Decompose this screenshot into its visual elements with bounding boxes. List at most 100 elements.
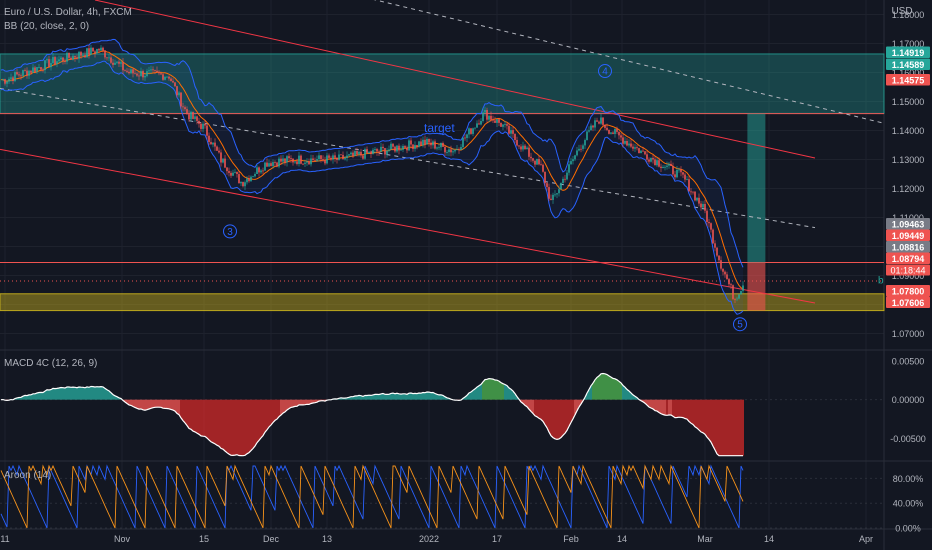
candle-body[interactable] [208, 135, 210, 142]
candle-body[interactable] [692, 191, 694, 193]
candle-body[interactable] [396, 145, 398, 152]
candle-body[interactable] [470, 128, 472, 134]
candle-body[interactable] [440, 142, 442, 148]
candle-body[interactable] [294, 161, 296, 163]
candle-body[interactable] [632, 146, 634, 149]
candle-body[interactable] [492, 119, 494, 121]
candle-body[interactable] [672, 165, 674, 175]
candle-body[interactable] [398, 145, 400, 151]
candle-body[interactable] [158, 72, 160, 74]
candle-body[interactable] [200, 123, 202, 129]
candle-body[interactable] [32, 67, 34, 73]
candle-body[interactable] [310, 158, 312, 165]
candle-body[interactable] [466, 134, 468, 138]
candle-body[interactable] [562, 178, 564, 183]
candle-body[interactable] [38, 67, 40, 68]
candle-body[interactable] [718, 255, 720, 261]
candle-body[interactable] [708, 221, 710, 224]
candle-body[interactable] [266, 162, 268, 167]
candle-body[interactable] [336, 157, 338, 160]
candle-body[interactable] [740, 290, 742, 295]
candle-body[interactable] [90, 47, 92, 55]
candle-body[interactable] [544, 171, 546, 184]
candle-body[interactable] [380, 146, 382, 152]
candle-body[interactable] [582, 145, 584, 149]
candle-body[interactable] [454, 150, 456, 152]
candle-body[interactable] [144, 76, 146, 78]
candle-body[interactable] [572, 159, 574, 162]
candle-body[interactable] [254, 174, 256, 177]
candle-body[interactable] [682, 172, 684, 175]
candle-body[interactable] [406, 147, 408, 151]
candle-body[interactable] [102, 47, 104, 51]
candle-body[interactable] [446, 152, 448, 153]
candle-body[interactable] [622, 137, 624, 144]
candle-body[interactable] [46, 59, 48, 61]
candle-body[interactable] [286, 156, 288, 163]
candle-body[interactable] [444, 146, 446, 153]
candle-body[interactable] [196, 116, 198, 121]
candle-body[interactable] [588, 130, 590, 132]
candle-body[interactable] [714, 243, 716, 248]
candle-body[interactable] [162, 74, 164, 80]
candle-body[interactable] [416, 144, 418, 147]
candle-body[interactable] [302, 163, 304, 165]
candle-body[interactable] [340, 154, 342, 156]
candle-body[interactable] [344, 158, 346, 160]
candle-body[interactable] [414, 144, 416, 149]
candle-body[interactable] [216, 146, 218, 151]
candle-body[interactable] [40, 67, 42, 70]
candle-body[interactable] [8, 78, 10, 82]
candle-body[interactable] [728, 279, 730, 285]
candle-body[interactable] [606, 127, 608, 130]
candle-body[interactable] [374, 149, 376, 150]
candle-body[interactable] [420, 141, 422, 146]
candle-body[interactable] [232, 172, 234, 176]
candle-body[interactable] [190, 111, 192, 120]
candle-body[interactable] [174, 82, 176, 87]
candle-body[interactable] [164, 76, 166, 80]
candle-body[interactable] [296, 161, 298, 164]
candle-body[interactable] [556, 193, 558, 195]
candle-body[interactable] [464, 137, 466, 139]
candle-body[interactable] [292, 158, 294, 163]
candle-body[interactable] [318, 155, 320, 160]
candle-body[interactable] [376, 149, 378, 152]
candle-body[interactable] [172, 81, 174, 83]
candle-body[interactable] [536, 159, 538, 165]
candle-body[interactable] [186, 109, 188, 115]
candle-body[interactable] [342, 154, 344, 160]
candle-body[interactable] [676, 169, 678, 178]
candle-body[interactable] [452, 151, 454, 153]
candle-body[interactable] [352, 152, 354, 156]
candle-body[interactable] [702, 203, 704, 208]
candle-body[interactable] [94, 51, 96, 54]
candle-body[interactable] [408, 140, 410, 151]
candle-body[interactable] [122, 62, 124, 71]
candle-body[interactable] [602, 117, 604, 125]
candle-body[interactable] [60, 57, 62, 60]
candle-body[interactable] [528, 147, 530, 157]
candle-body[interactable] [664, 166, 666, 168]
candle-body[interactable] [578, 148, 580, 151]
candle-body[interactable] [124, 70, 126, 72]
candle-body[interactable] [484, 110, 486, 113]
candle-body[interactable] [542, 164, 544, 172]
candle-body[interactable] [530, 156, 532, 159]
candle-body[interactable] [244, 182, 246, 187]
candle-body[interactable] [284, 158, 286, 163]
time-scale[interactable]: 11 Nov 15 Dec 13 2022 17 Feb 14 Mar 14 Apr [0, 534, 873, 544]
candle-body[interactable] [324, 160, 326, 164]
candle-body[interactable] [116, 61, 118, 63]
candle-body[interactable] [594, 120, 596, 128]
candle-body[interactable] [118, 61, 120, 64]
candle-body[interactable] [280, 158, 282, 162]
candle-body[interactable] [110, 57, 112, 63]
candle-body[interactable] [742, 285, 744, 291]
candle-body[interactable] [564, 178, 566, 180]
candle-body[interactable] [670, 163, 672, 166]
candle-body[interactable] [646, 154, 648, 160]
candle-body[interactable] [278, 158, 280, 167]
candle-body[interactable] [434, 141, 436, 149]
candle-body[interactable] [410, 140, 412, 145]
